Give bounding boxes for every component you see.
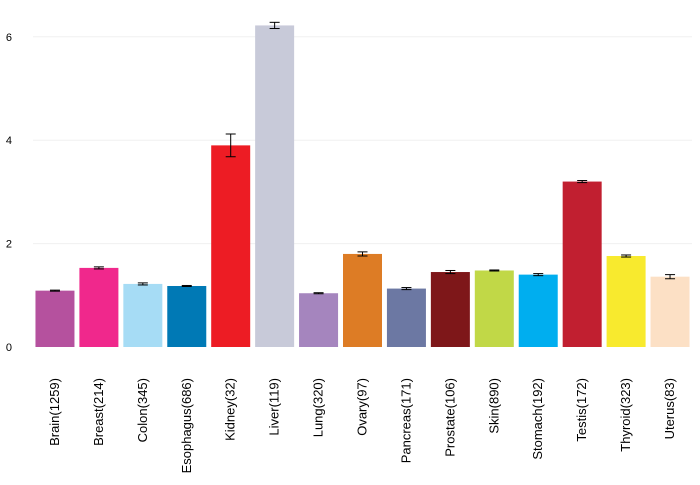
- bar-7: [343, 253, 382, 347]
- x-tick-label-2: Colon(345): [135, 378, 150, 442]
- x-tick-label-4: Kidney(32): [223, 378, 238, 441]
- bars: [35, 25, 690, 348]
- x-tick-label-14: Uterus(83): [662, 378, 677, 439]
- bar-11: [518, 274, 558, 347]
- y-tick-label-3: 6: [6, 32, 12, 44]
- bar-3: [167, 285, 207, 347]
- y-tick-label-0: 0: [6, 342, 12, 354]
- bar-2: [123, 283, 163, 347]
- x-axis: Brain(1259) Breast(214) Colon(345) Esophagu…: [47, 378, 677, 473]
- y-tick-label-1: 2: [6, 239, 12, 251]
- x-tick-label-1: Breast(214): [91, 378, 106, 446]
- error-bar-5: [269, 21, 280, 30]
- bar-5: [255, 25, 295, 348]
- error-bar-8: [401, 287, 412, 291]
- error-bar-9: [445, 269, 456, 275]
- error-bar-4: [225, 133, 236, 158]
- bar-8: [386, 288, 426, 347]
- bar-6: [299, 293, 339, 347]
- bar-0: [35, 290, 75, 347]
- error-bar-0: [49, 289, 60, 292]
- error-bar-3: [181, 284, 192, 288]
- y-axis: 0 2 4 6: [6, 32, 12, 354]
- x-tick-label-9: Prostate(106): [442, 378, 457, 457]
- error-bar-10: [489, 269, 500, 272]
- error-bar-6: [313, 292, 324, 295]
- error-bars: [49, 21, 676, 295]
- bar-10: [474, 270, 514, 347]
- error-bar-1: [93, 266, 104, 270]
- bar-4: [211, 145, 251, 347]
- error-bar-11: [533, 273, 544, 277]
- bar-13: [606, 256, 646, 347]
- error-bar-12: [577, 180, 588, 184]
- error-bar-14: [665, 274, 676, 280]
- x-tick-label-3: Esophagus(686): [179, 378, 194, 473]
- bar-1: [79, 267, 119, 347]
- x-tick-label-13: Thyroid(323): [618, 378, 633, 452]
- x-tick-label-12: Testis(172): [574, 378, 589, 442]
- x-tick-label-10: Skin(890): [486, 378, 501, 434]
- x-tick-label-0: Brain(1259): [47, 378, 62, 446]
- x-tick-label-11: Stomach(192): [530, 378, 545, 460]
- x-tick-label-6: Lung(320): [311, 378, 326, 437]
- x-tick-label-8: Pancreas(171): [398, 378, 413, 463]
- error-bar-7: [357, 251, 368, 257]
- error-bar-2: [137, 282, 148, 286]
- y-tick-label-2: 4: [6, 135, 12, 147]
- bar-9: [430, 272, 470, 347]
- x-tick-label-7: Ovary(97): [355, 378, 370, 436]
- bar-12: [562, 181, 602, 347]
- bar-14: [650, 276, 690, 347]
- error-bar-13: [621, 254, 632, 258]
- x-tick-label-5: Liver(119): [267, 378, 282, 436]
